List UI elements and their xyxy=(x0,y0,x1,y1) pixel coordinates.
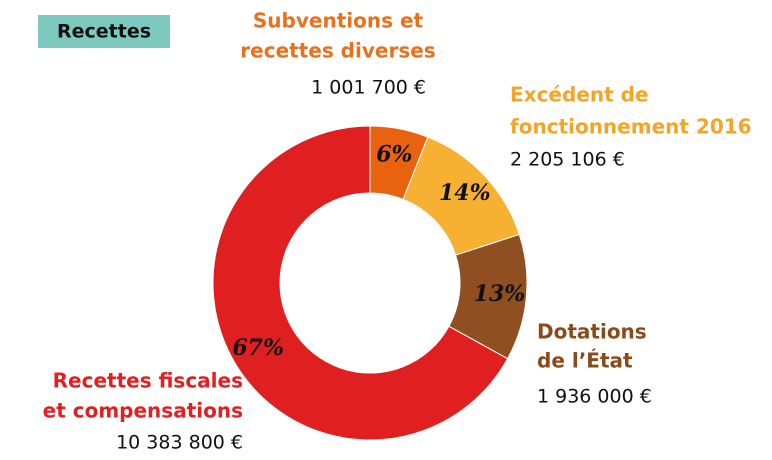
amount-label: 1 936 000 € xyxy=(537,386,652,408)
chart-title: Recettes xyxy=(57,21,151,43)
value-label: 6% xyxy=(376,141,412,167)
value-label: 14% xyxy=(439,180,491,206)
category-label: Dotations xyxy=(537,320,647,344)
category-label: Recettes fiscales xyxy=(53,369,243,393)
category-label: et compensations xyxy=(43,399,243,423)
donut-slice xyxy=(212,125,509,441)
category-label: Subventions et xyxy=(253,9,424,33)
amount-label: 2 205 106 € xyxy=(510,149,625,171)
category-label: Excédent de xyxy=(510,83,649,107)
category-label: de l’État xyxy=(537,349,633,373)
amount-label: 10 383 800 € xyxy=(116,432,243,454)
value-label: 13% xyxy=(474,281,526,307)
category-label: recettes diverses xyxy=(240,39,435,63)
title-box xyxy=(38,15,170,48)
amount-label: 1 001 700 € xyxy=(311,77,426,99)
category-label: fonctionnement 2016 xyxy=(510,115,752,139)
value-label: 67% xyxy=(232,335,284,361)
